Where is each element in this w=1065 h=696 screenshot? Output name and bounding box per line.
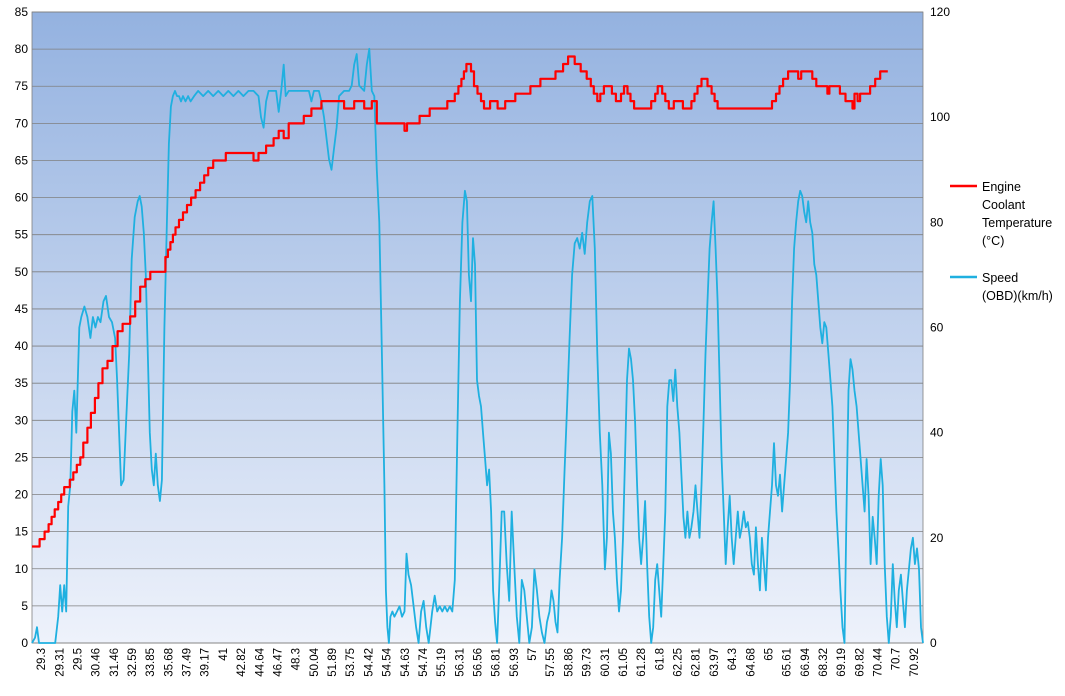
y-right-tick-label: 80 <box>930 215 944 229</box>
y-right-tick-label: 20 <box>930 531 944 545</box>
x-tick-label: 70.92 <box>909 648 921 677</box>
x-tick-label: 51.89 <box>327 648 339 677</box>
y-left-tick-label: 35 <box>15 376 29 390</box>
x-tick-label: 65.61 <box>782 648 794 677</box>
y-left-tick-label: 85 <box>15 5 29 19</box>
plot-area <box>31 11 924 644</box>
y-left-tick-label: 15 <box>15 525 29 539</box>
x-tick-label: 54.54 <box>382 647 394 676</box>
x-tick-label: 29.31 <box>54 648 66 677</box>
x-tick-label: 30.46 <box>91 648 103 677</box>
y-left-tick-label: 70 <box>15 116 29 130</box>
x-tick-label: 32.59 <box>127 648 139 677</box>
coolant-series-line <box>32 55 888 548</box>
x-tick-label: 56.93 <box>509 648 521 677</box>
x-tick-label: 31.46 <box>109 648 121 677</box>
x-tick-label: 61.8 <box>654 648 666 670</box>
x-tick-label: 64.68 <box>745 648 757 677</box>
y-left-tick-label: 45 <box>15 302 29 316</box>
x-tick-label: 33.85 <box>145 648 157 677</box>
x-tick-label: 61.28 <box>636 648 648 677</box>
y-left-tick-label: 20 <box>15 488 29 502</box>
legend: Engine Coolant Temperature (°C) Speed (OBD)(k… <box>950 180 1053 303</box>
y-left-tick-label: 30 <box>15 413 29 427</box>
x-tick-label: 54.42 <box>363 648 375 677</box>
x-tick-label: 65 <box>763 648 775 661</box>
x-tick-label: 63.97 <box>709 648 721 677</box>
x-tick-label: 39.17 <box>200 648 212 677</box>
x-tick-label: 29.5 <box>72 648 84 670</box>
x-tick-label: 46.47 <box>272 648 284 677</box>
x-tick-label: 44.64 <box>254 647 266 676</box>
x-tick-label: 69.82 <box>854 648 866 677</box>
y-right-tick-label: 40 <box>930 426 944 440</box>
x-tick-label: 70.44 <box>873 647 885 676</box>
series <box>31 47 924 644</box>
y-right-tick-label: 0 <box>930 636 937 650</box>
x-tick-label: 68.32 <box>818 648 830 677</box>
y-left-tick-label: 55 <box>15 228 29 242</box>
x-tick-label: 69.19 <box>836 648 848 677</box>
y-left-tick-label: 65 <box>15 153 29 167</box>
x-tick-label: 42.82 <box>236 648 248 677</box>
legend-label-speed: (OBD)(km/h) <box>982 289 1053 303</box>
legend-label-coolant: Temperature <box>982 216 1052 230</box>
x-tick-label: 56.56 <box>473 648 485 677</box>
x-tick-label: 62.25 <box>673 648 685 677</box>
legend-label-coolant: Engine <box>982 180 1021 194</box>
x-tick-label: 66.94 <box>800 647 812 676</box>
legend-label-coolant: Coolant <box>982 198 1026 212</box>
x-tick-label: 37.49 <box>182 648 194 677</box>
y-left-tick-label: 10 <box>15 562 29 576</box>
x-tick-label: 57.55 <box>545 648 557 677</box>
x-tick-label: 61.05 <box>618 648 630 677</box>
axes: 0 5 10 15 20 25 30 35 40 45 50 55 60 65 70 75 80 85 0 20 40 6… <box>15 5 951 677</box>
x-tick-label: 41 <box>218 648 230 661</box>
x-tick-label: 58.86 <box>563 648 575 677</box>
x-tick-label: 57 <box>527 648 539 661</box>
y-right-tick-label: 100 <box>930 110 950 124</box>
y-right-tick-label: 120 <box>930 5 950 19</box>
y-right-tick-label: 60 <box>930 321 944 335</box>
x-tick-label: 54.63 <box>400 648 412 677</box>
y-left-tick-label: 25 <box>15 450 29 464</box>
x-tick-label: 60.31 <box>600 648 612 677</box>
x-tick-label: 29.3 <box>36 648 48 670</box>
y-left-tick-label: 50 <box>15 265 29 279</box>
x-tick-label: 59.73 <box>582 648 594 677</box>
x-tick-label: 64.3 <box>727 648 739 670</box>
x-tick-label: 35.68 <box>163 648 175 677</box>
y-left-tick-label: 80 <box>15 42 29 56</box>
y-left-tick-label: 75 <box>15 79 29 93</box>
legend-label-speed: Speed <box>982 271 1018 285</box>
x-tick-label: 50.04 <box>309 647 321 676</box>
gridlines <box>32 11 923 644</box>
x-tick-label: 54.74 <box>418 647 430 676</box>
x-tick-label: 55.19 <box>436 648 448 677</box>
y-left-tick-label: 60 <box>15 191 29 205</box>
x-tick-label: 56.81 <box>491 648 503 677</box>
y-left-tick-label: 0 <box>21 636 28 650</box>
x-tick-label: 53.75 <box>345 648 357 677</box>
x-tick-label: 70.7 <box>891 648 903 670</box>
x-tick-label: 62.81 <box>691 648 703 677</box>
speed-series-line <box>31 47 924 644</box>
legend-label-coolant: (°C) <box>982 234 1004 248</box>
y-left-tick-label: 40 <box>15 339 29 353</box>
y-left-tick-label: 5 <box>21 599 28 613</box>
x-tick-label: 48.3 <box>291 648 303 670</box>
x-tick-label: 56.31 <box>454 648 466 677</box>
